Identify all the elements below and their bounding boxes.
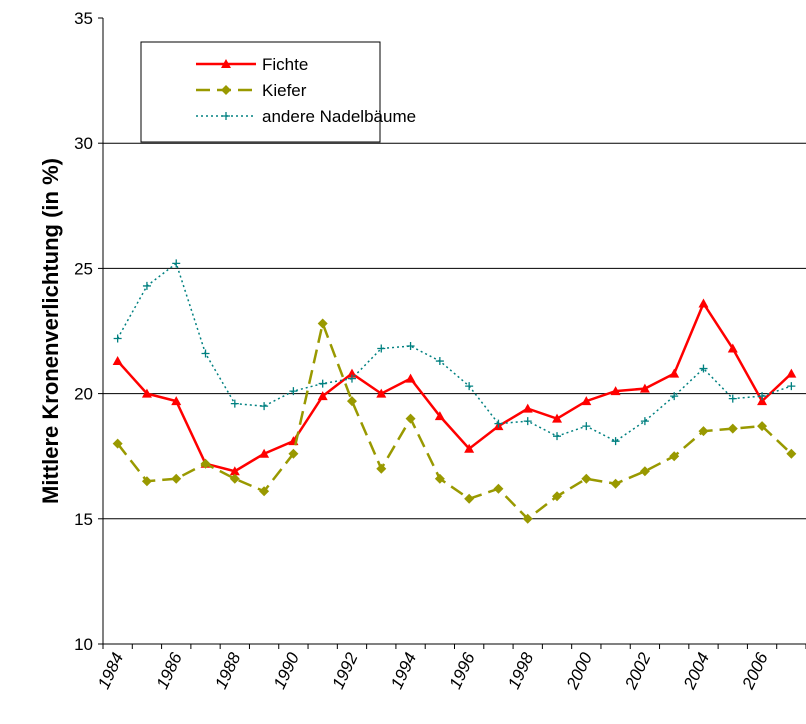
marker (639, 383, 650, 393)
marker (552, 413, 563, 423)
x-tick-label: 2006 (738, 649, 772, 693)
marker (553, 432, 562, 441)
marker (698, 298, 709, 308)
marker (786, 368, 797, 378)
marker (727, 423, 738, 434)
marker (346, 396, 357, 407)
marker (611, 437, 620, 446)
marker (288, 448, 299, 459)
marker (757, 421, 768, 432)
x-tick-label: 1986 (153, 649, 186, 692)
marker (493, 483, 504, 494)
marker (347, 374, 356, 383)
marker (787, 382, 796, 391)
marker (581, 473, 592, 484)
marker (610, 386, 621, 396)
y-tick-label: 15 (74, 510, 93, 529)
legend-label: andere Nadelbäume (262, 107, 416, 126)
y-axis-title: Mittlere Kronenverlichtung (in %) (38, 158, 63, 504)
marker (581, 396, 592, 406)
marker (171, 473, 182, 484)
marker (757, 396, 768, 406)
marker (260, 402, 269, 411)
marker (405, 373, 416, 383)
x-tick-label: 2002 (621, 649, 655, 693)
marker (522, 513, 533, 524)
x-tick-label: 2004 (679, 650, 713, 693)
marker (406, 342, 415, 351)
marker (728, 394, 737, 403)
x-tick-label: 1988 (211, 649, 244, 692)
marker (317, 391, 328, 401)
marker (200, 458, 211, 469)
marker (610, 478, 621, 489)
marker (640, 417, 649, 426)
legend-label: Fichte (262, 55, 308, 74)
marker (259, 448, 270, 458)
marker (141, 388, 152, 398)
marker (229, 466, 240, 476)
marker (727, 343, 738, 353)
marker (171, 396, 182, 406)
y-tick-label: 25 (74, 259, 93, 278)
series-line (116, 262, 792, 443)
x-tick-label: 1990 (270, 649, 303, 692)
marker (465, 382, 474, 391)
marker (377, 344, 386, 353)
marker (464, 493, 475, 504)
marker (494, 419, 503, 428)
y-tick-label: 20 (74, 385, 93, 404)
marker (221, 85, 231, 95)
marker (464, 443, 475, 453)
series-line (116, 300, 793, 473)
marker (522, 403, 533, 413)
legend-box (140, 41, 381, 143)
marker (229, 473, 240, 484)
marker (523, 417, 532, 426)
x-tick-label: 1984 (94, 650, 127, 692)
y-tick-label: 35 (74, 9, 93, 28)
x-tick-label: 1996 (446, 649, 479, 692)
marker (112, 356, 123, 366)
marker (582, 422, 591, 431)
marker (221, 59, 231, 68)
marker (699, 364, 708, 373)
marker (434, 411, 445, 421)
series-line (116, 319, 793, 521)
marker (113, 334, 122, 343)
marker (376, 463, 387, 474)
marker (259, 486, 270, 497)
x-tick-label: 1998 (504, 649, 537, 692)
marker (201, 349, 210, 358)
marker (552, 491, 563, 502)
legend-label: Kiefer (262, 81, 307, 100)
marker (289, 387, 298, 396)
marker (435, 357, 444, 366)
x-tick-label: 1994 (387, 650, 420, 692)
marker (669, 451, 680, 462)
marker (317, 318, 328, 329)
y-tick-label: 10 (74, 635, 93, 654)
marker (670, 392, 679, 401)
x-tick-label: 1992 (328, 649, 361, 692)
marker (434, 473, 445, 484)
marker (758, 392, 767, 401)
marker (639, 466, 650, 477)
marker (172, 259, 181, 268)
y-tick-label: 30 (74, 134, 93, 153)
x-tick-label: 2000 (562, 649, 596, 693)
marker (141, 476, 152, 487)
marker (786, 448, 797, 459)
marker (405, 413, 416, 424)
marker (222, 112, 230, 120)
marker (318, 379, 327, 388)
marker (230, 399, 239, 408)
marker (112, 438, 123, 449)
marker (698, 426, 709, 437)
marker (669, 368, 680, 378)
marker (376, 388, 387, 398)
marker (142, 281, 151, 290)
